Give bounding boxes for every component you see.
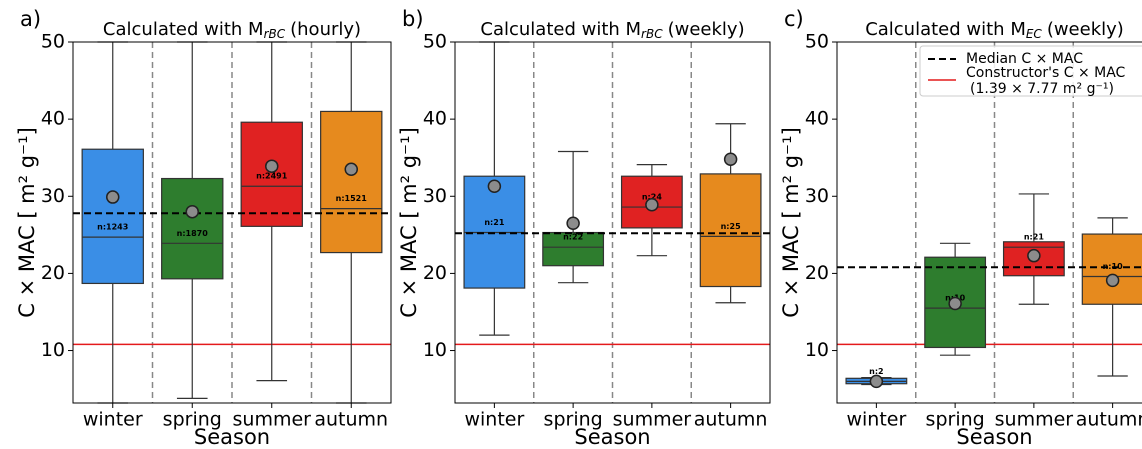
- x-tick-label: spring: [544, 409, 603, 431]
- panel: n:1243 winter n:1870 spring n:2491 summer n:15…: [15, 7, 392, 449]
- title-suffix: (hourly): [290, 19, 361, 40]
- n-label: n:21: [1024, 233, 1044, 242]
- y-tick-label: 40: [423, 108, 447, 130]
- y-tick-label: 40: [805, 108, 829, 130]
- y-tick-label: 30: [805, 185, 829, 207]
- n-label: n:2: [869, 367, 883, 376]
- n-label: n:22: [563, 233, 583, 242]
- y-tick-label: 30: [423, 185, 447, 207]
- x-axis-label: Season: [956, 425, 1032, 449]
- panel-label: b): [402, 7, 424, 31]
- y-axis-label: C × MAC [ m² g⁻¹]: [397, 127, 421, 318]
- y-tick-label: 40: [41, 108, 65, 130]
- x-tick-label: winter: [464, 409, 524, 431]
- x-tick-label: summer: [995, 409, 1074, 431]
- y-tick-label: 20: [423, 262, 447, 284]
- mean-marker: [487, 179, 502, 193]
- mean-marker: [1027, 248, 1041, 263]
- y-tick-label: 50: [423, 31, 447, 53]
- title-subscript: rBC: [264, 27, 286, 41]
- mean-marker: [645, 198, 659, 212]
- chart-title: Calculated with MrBC (weekly): [480, 19, 744, 41]
- title-subscript: EC: [1026, 27, 1043, 41]
- y-tick-label: 10: [423, 339, 447, 361]
- title-subscript: rBC: [641, 27, 663, 41]
- y-tick-label: 10: [805, 339, 829, 361]
- mean-marker: [566, 216, 580, 231]
- y-tick-label: 20: [805, 262, 829, 284]
- mean-marker: [265, 159, 279, 173]
- n-label: n:1243: [97, 223, 128, 232]
- box: [1081, 233, 1142, 305]
- box: [320, 110, 383, 254]
- n-label: n:21: [484, 218, 504, 227]
- box: [81, 148, 144, 285]
- x-tick-label: autumn: [694, 409, 768, 431]
- mean-marker: [948, 296, 962, 311]
- mean-marker: [344, 162, 358, 177]
- y-tick-label: 10: [41, 339, 65, 361]
- y-axis-label: C × MAC [ m² g⁻¹]: [15, 127, 39, 318]
- x-tick-label: spring: [163, 409, 222, 431]
- x-tick-label: spring: [926, 409, 985, 431]
- n-label: n:25: [721, 222, 741, 231]
- n-label: n:1870: [177, 229, 209, 238]
- title-main: Calculated with M: [480, 19, 641, 40]
- chart-title: Calculated with MEC (weekly): [865, 19, 1124, 41]
- title-suffix: (weekly): [1047, 19, 1124, 40]
- x-axis-label: Season: [574, 425, 650, 449]
- panel: n:2wintern:10springn:21summern:10autumn1…: [779, 7, 1142, 449]
- panel: n:21 winter n:22 spring n:24 summer n:25 autumn…: [397, 7, 771, 449]
- legend-label: Constructor's C × MAC: [966, 65, 1126, 81]
- x-tick-label: autumn: [1076, 409, 1142, 431]
- y-axis-label: C × MAC [ m² g⁻¹]: [779, 127, 803, 318]
- mean-marker: [185, 204, 199, 219]
- y-tick-label: 50: [41, 31, 65, 53]
- box: [161, 177, 224, 280]
- n-label: n:1521: [336, 194, 368, 203]
- mean-marker: [1105, 273, 1120, 288]
- box: [542, 231, 605, 267]
- legend-box: [919, 45, 1142, 97]
- box: [240, 121, 303, 227]
- mean-marker: [723, 152, 738, 166]
- legend-label: (1.39 × 7.77 m² g⁻¹): [970, 81, 1114, 97]
- title-suffix: (weekly): [668, 19, 745, 40]
- mean-marker: [869, 374, 884, 389]
- panel-label: a): [20, 7, 41, 31]
- plot-frame: [454, 41, 771, 404]
- y-tick-label: 50: [805, 31, 829, 53]
- y-tick-label: 20: [41, 262, 65, 284]
- n-label: n:2491: [256, 172, 288, 181]
- title-main: Calculated with M: [103, 19, 264, 40]
- panel-label: c): [784, 7, 804, 31]
- chart-title: Calculated with MrBC (hourly): [103, 19, 361, 41]
- x-tick-label: summer: [233, 409, 312, 431]
- x-tick-label: autumn: [314, 409, 388, 431]
- x-tick-label: summer: [613, 409, 692, 431]
- plot-frame: [836, 41, 1142, 404]
- mean-marker: [106, 190, 120, 204]
- x-axis-label: Season: [194, 425, 270, 449]
- n-label: n:24: [642, 193, 662, 202]
- legend-label: Median C × MAC: [966, 51, 1083, 67]
- y-tick-label: 30: [41, 185, 65, 207]
- plot-frame: [72, 41, 392, 404]
- title-main: Calculated with M: [865, 19, 1026, 40]
- x-tick-label: winter: [846, 409, 906, 431]
- box: [699, 173, 762, 288]
- x-tick-label: winter: [83, 409, 143, 431]
